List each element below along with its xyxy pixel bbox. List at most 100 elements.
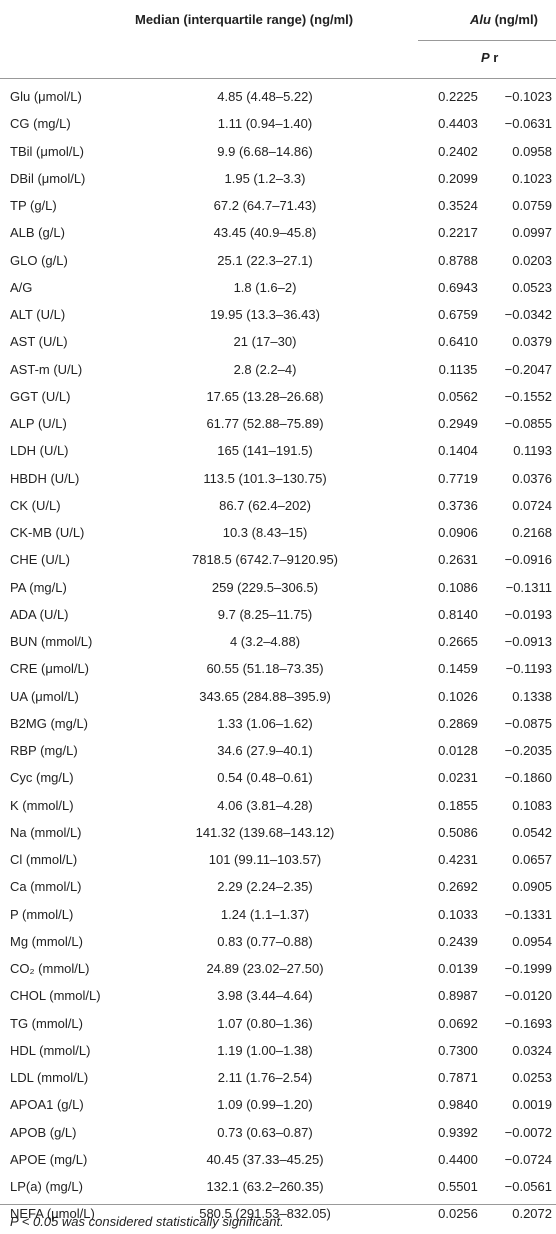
p-value: 0.5086 bbox=[438, 824, 478, 840]
median-value: 0.73 (0.63–0.87) bbox=[217, 1124, 313, 1140]
r-value: −0.0631 bbox=[504, 116, 552, 132]
median-value: 1.09 (0.99–1.20) bbox=[217, 1097, 313, 1113]
median-value: 1.8 (1.6–2) bbox=[233, 279, 297, 295]
median-value: 1.24 (1.1–1.37) bbox=[220, 906, 310, 922]
median-value: 19.95 (13.3–36.43) bbox=[210, 307, 320, 322]
header-alu-unit: (ng/ml) bbox=[494, 12, 538, 27]
median-value: 86.7 (62.4–202) bbox=[219, 497, 311, 513]
median-value: 17.65 (13.28–26.68) bbox=[206, 388, 324, 404]
row-label: Mg (mmol/L) bbox=[10, 933, 83, 949]
p-value: 0.2439 bbox=[438, 933, 478, 949]
median-value: 2.11 (1.76–2.54) bbox=[217, 1070, 313, 1085]
header-p: P bbox=[481, 50, 490, 65]
median-value: 10.3 (8.43–15) bbox=[222, 525, 308, 540]
row-label: CRE (μmol/L) bbox=[10, 661, 89, 677]
median-value: 2.29 (2.24–2.35) bbox=[217, 879, 313, 895]
r-value: 0.0997 bbox=[512, 225, 552, 241]
r-value: −0.0193 bbox=[504, 606, 552, 622]
row-label: AST-m (U/L) bbox=[10, 361, 83, 377]
p-value: 0.7300 bbox=[438, 1042, 478, 1058]
median-value: 1.19 (1.00–1.38) bbox=[217, 1042, 313, 1058]
row-label: PA (mg/L) bbox=[10, 579, 67, 595]
row-label: APOB (g/L) bbox=[10, 1124, 77, 1140]
r-value: −0.1193 bbox=[505, 661, 552, 677]
row-label: LDH (U/L) bbox=[10, 443, 69, 459]
r-value: −0.0916 bbox=[504, 552, 552, 568]
p-value: 0.2949 bbox=[438, 416, 478, 431]
row-label: APOA1 (g/L) bbox=[10, 1097, 84, 1113]
row-label: CG (mg/L) bbox=[10, 116, 71, 132]
r-value: 0.0905 bbox=[512, 879, 552, 895]
row-label: TBil (μmol/L) bbox=[10, 143, 84, 159]
r-value: −0.0342 bbox=[504, 307, 552, 322]
row-label: A/G bbox=[10, 279, 33, 295]
header-r: r bbox=[493, 50, 499, 65]
row-label: CO₂ (mmol/L) bbox=[10, 961, 90, 976]
r-value: −0.0561 bbox=[504, 1179, 552, 1194]
p-value: 0.2217 bbox=[438, 225, 478, 241]
p-value: 0.2665 bbox=[438, 634, 478, 649]
median-value: 4 (3.2–4.88) bbox=[229, 634, 301, 649]
row-label: LDL (mmol/L) bbox=[10, 1070, 89, 1085]
p-value: 0.5501 bbox=[438, 1179, 478, 1194]
header-alu-group: Alu (ng/ml) bbox=[470, 12, 538, 28]
r-value: −0.1693 bbox=[504, 1015, 552, 1031]
row-label: ALT (U/L) bbox=[10, 307, 66, 322]
row-label: ALB (g/L) bbox=[10, 225, 65, 241]
p-value: 0.4403 bbox=[438, 116, 478, 132]
row-label: TP (g/L) bbox=[10, 198, 57, 213]
r-value: −0.1999 bbox=[504, 961, 552, 976]
r-value: 0.0542 bbox=[512, 824, 552, 840]
p-value: 0.1135 bbox=[438, 361, 478, 377]
p-value: 0.1855 bbox=[438, 797, 478, 813]
header-alu: Alu bbox=[470, 12, 491, 27]
p-value: 0.1033 bbox=[438, 906, 478, 922]
median-value: 7818.5 (6742.7–9120.95) bbox=[191, 552, 339, 568]
row-label: AST (U/L) bbox=[10, 334, 68, 350]
r-value: 0.2072 bbox=[512, 1206, 552, 1222]
median-value: 165 (141–191.5) bbox=[217, 443, 313, 459]
row-label: CHOL (mmol/L) bbox=[10, 988, 101, 1004]
row-label: TG (mmol/L) bbox=[10, 1015, 83, 1031]
r-value: −0.1552 bbox=[504, 388, 552, 404]
p-value: 0.0128 bbox=[438, 743, 478, 758]
p-value: 0.2402 bbox=[438, 143, 478, 159]
row-label: Glu (μmol/L) bbox=[10, 89, 82, 104]
row-label: NEFA (μmol/L) bbox=[10, 1206, 95, 1222]
r-value: −0.1331 bbox=[504, 906, 552, 922]
r-value: 0.0379 bbox=[512, 334, 552, 350]
median-value: 1.95 (1.2–3.3) bbox=[224, 170, 306, 186]
median-value: 1.07 (0.80–1.36) bbox=[217, 1015, 313, 1031]
r-value: 0.0657 bbox=[512, 852, 552, 867]
row-label: RBP (mg/L) bbox=[10, 743, 78, 758]
row-label: GLO (g/L) bbox=[10, 252, 68, 268]
row-label: CHE (U/L) bbox=[10, 552, 70, 568]
p-value: 0.6943 bbox=[438, 279, 478, 295]
row-label: K (mmol/L) bbox=[10, 797, 74, 813]
median-value: 9.7 (8.25–11.75) bbox=[217, 606, 313, 622]
r-value: −0.1311 bbox=[505, 579, 552, 595]
p-value: 0.8788 bbox=[438, 252, 478, 268]
median-value: 580.5 (291.53–832.05) bbox=[199, 1206, 331, 1222]
median-value: 34.6 (27.9–40.1) bbox=[217, 743, 313, 758]
table-bottom-rule bbox=[0, 1204, 556, 1205]
row-label: Cyc (mg/L) bbox=[10, 770, 74, 786]
p-value: 0.3736 bbox=[438, 497, 478, 513]
p-value: 0.2099 bbox=[438, 170, 478, 186]
median-value: 9.9 (6.68–14.86) bbox=[217, 143, 313, 159]
row-label: Ca (mmol/L) bbox=[10, 879, 82, 895]
r-value: 0.0203 bbox=[512, 252, 552, 268]
p-value: 0.0906 bbox=[438, 525, 478, 540]
row-label: APOE (mg/L) bbox=[10, 1151, 88, 1167]
p-value: 0.1404 bbox=[438, 443, 478, 459]
median-value: 3.98 (3.44–4.64) bbox=[217, 988, 313, 1004]
r-value: 0.0376 bbox=[512, 470, 552, 486]
median-value: 43.45 (40.9–45.8) bbox=[213, 225, 317, 241]
header-pr: P r bbox=[481, 50, 498, 66]
p-value: 0.0562 bbox=[438, 388, 478, 404]
p-value: 0.9840 bbox=[438, 1097, 478, 1113]
median-value: 0.54 (0.48–0.61) bbox=[217, 770, 313, 786]
median-value: 40.45 (37.33–45.25) bbox=[206, 1151, 324, 1167]
median-value: 67.2 (64.7–71.43) bbox=[213, 198, 317, 213]
